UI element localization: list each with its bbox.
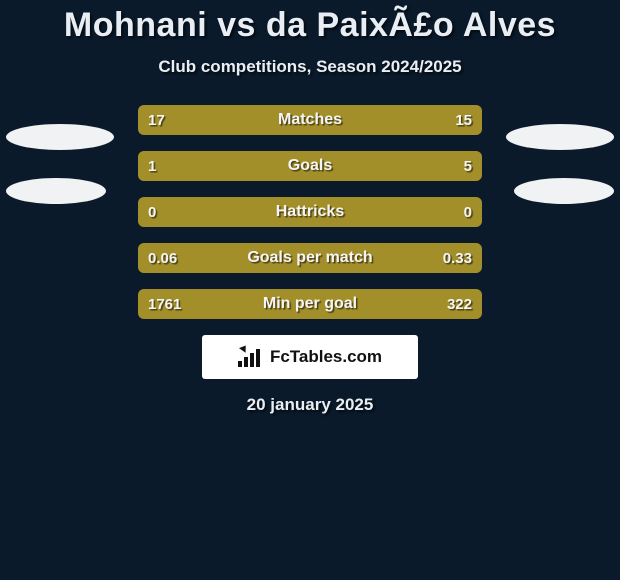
branding-text: FcTables.com [270,347,382,367]
stat-row: Goals per match0.06 0.33 [138,243,482,273]
stat-label: Goals per match [138,243,482,273]
stat-value-right: 5 [464,151,472,181]
stat-label: Min per goal [138,289,482,319]
stat-value-right: 0 [464,197,472,227]
stat-row: Matches17 15 [138,105,482,135]
stat-label: Goals [138,151,482,181]
page-subtitle: Club competitions, Season 2024/2025 [0,57,620,77]
player-avatar-ellipse [6,124,114,150]
stat-value-right: 0.33 [443,243,472,273]
stat-label: Hattricks [138,197,482,227]
stat-value-left: 17 [148,105,165,135]
stat-label: Matches [138,105,482,135]
page-title: Mohnani vs da PaixÃ£o Alves [0,0,620,45]
player-avatar-ellipse [6,178,106,204]
branding-box: FcTables.com [202,335,418,379]
stat-value-left: 0 [148,197,156,227]
player-avatar-ellipse [506,124,614,150]
stat-row: Hattricks0 0 [138,197,482,227]
stat-value-left: 1761 [148,289,181,319]
logo-chart-icon [238,347,264,367]
stat-value-right: 15 [455,105,472,135]
stat-value-left: 1 [148,151,156,181]
date-text: 20 january 2025 [0,395,620,415]
stat-value-left: 0.06 [148,243,177,273]
player-avatar-ellipse [514,178,614,204]
stat-row: Min per goal1761 322 [138,289,482,319]
stat-value-right: 322 [447,289,472,319]
stat-row: Goals1 5 [138,151,482,181]
